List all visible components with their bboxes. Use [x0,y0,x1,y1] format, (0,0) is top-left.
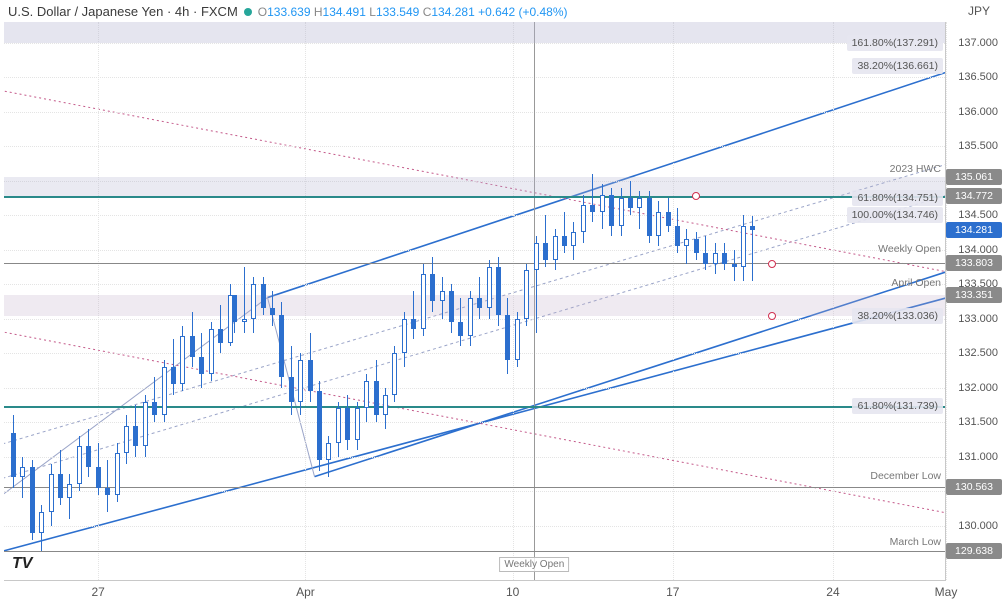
price-tag: 61.80%(131.739) [852,398,943,414]
annotation-label: March Low [890,536,941,548]
y-tick-label: 134.000 [958,244,998,256]
price-tag: 129.638 [946,543,1002,559]
price-tag: 100.00%(134.746) [847,207,943,223]
gridline-h [4,43,945,44]
x-tick-label: 27 [92,585,105,599]
x-tick-label: 24 [826,585,839,599]
x-tick-label: 10 [506,585,519,599]
gridline-h [4,284,945,285]
gridline-h [4,215,945,216]
weekly-open-label: Weekly Open [499,557,569,572]
y-tick-label: 137.000 [958,37,998,49]
gridline-h [4,146,945,147]
y-tick-label: 132.000 [958,382,998,394]
gridline-h [4,77,945,78]
price-tag: 134.281 [946,222,1002,238]
price-band [4,295,945,317]
y-tick-label: 132.500 [958,347,998,359]
price-tag: 38.20%(136.661) [852,58,943,74]
price-band [4,22,945,43]
y-tick-label: 133.000 [958,313,998,325]
x-axis[interactable]: 27Apr101724May [4,581,946,611]
x-tick-label: Apr [296,585,315,599]
gridline-h [4,526,945,527]
chart-header: U.S. Dollar / Japanese Yen · 4h · FXCM O… [8,4,568,19]
horizontal-line[interactable] [4,263,945,264]
gridline-h [4,388,945,389]
circle-marker [768,260,776,268]
annotation-label: April Open [891,277,941,289]
price-tag: 161.80%(137.291) [847,35,943,51]
y-tick-label: 136.500 [958,71,998,83]
horizontal-line[interactable] [4,196,945,198]
y-axis[interactable]: JPY 137.000136.500136.000135.500135.0001… [946,22,1002,581]
x-tick-label: May [935,585,958,599]
gridline-h [4,457,945,458]
horizontal-line[interactable] [4,551,945,552]
y-tick-label: 136.000 [958,106,998,118]
horizontal-line[interactable] [4,487,945,488]
price-tag: 135.061 [946,169,1002,185]
plot-area[interactable]: 161.80%(137.291) 38.20%(136.661) 61.80%(13… [4,22,946,581]
tradingview-logo: TV [12,555,32,573]
gridline-h [4,319,945,320]
gridline-h [4,491,945,492]
price-band [4,177,945,198]
price-tag: 130.563 [946,479,1002,495]
annotation-label: Weekly Open [878,243,941,255]
annotation-label: 2023 HWC [890,163,941,175]
y-tick-label: 130.000 [958,520,998,532]
gridline-h [4,250,945,251]
y-tick-label: 131.000 [958,451,998,463]
price-tag: 133.803 [946,255,1002,271]
price-tag: 133.351 [946,287,1002,303]
price-tag: 134.772 [946,188,1002,204]
annotation-label: December Low [870,470,941,482]
circle-marker [768,312,776,320]
ohlc-readout: O133.639 H134.491 L133.549 C134.281 +0.6… [258,5,568,19]
y-tick-label: 131.500 [958,416,998,428]
circle-marker [692,192,700,200]
gridline-h [4,353,945,354]
chart-container: U.S. Dollar / Japanese Yen · 4h · FXCM O… [0,0,1002,611]
y-tick-label: 134.500 [958,209,998,221]
gridline-h [4,112,945,113]
price-tag: 38.20%(133.036) [852,308,943,324]
symbol-title[interactable]: U.S. Dollar / Japanese Yen · 4h · FXCM [8,4,238,19]
y-axis-unit: JPY [968,4,990,18]
y-tick-label: 135.500 [958,140,998,152]
status-dot [244,8,252,16]
price-tag: 61.80%(134.751) [852,190,943,206]
x-tick-label: 17 [666,585,679,599]
